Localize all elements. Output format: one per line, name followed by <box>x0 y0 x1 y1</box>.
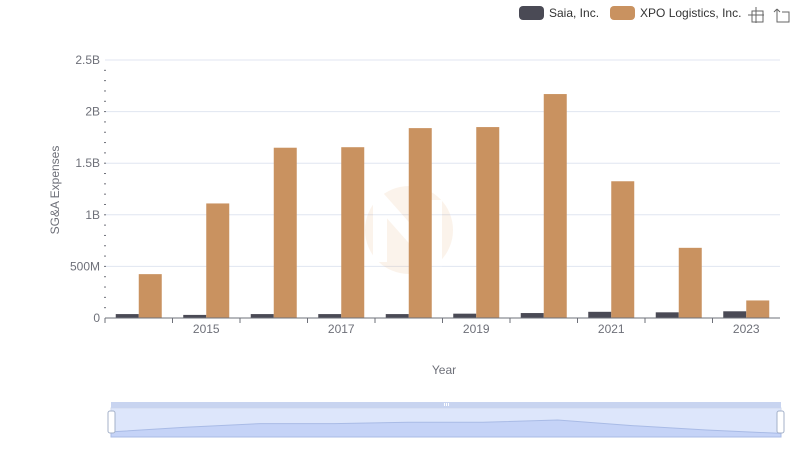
bar-saia-2015[interactable] <box>183 314 207 318</box>
legend-label-xpo: XPO Logistics, Inc. <box>640 6 742 20</box>
bar-saia-2018[interactable] <box>385 314 409 318</box>
x-tick-label: 2023 <box>733 322 760 336</box>
zoom-icon[interactable] <box>747 6 765 24</box>
legend-label-saia: Saia, Inc. <box>549 6 600 20</box>
zoom-reset-icon[interactable] <box>773 6 791 24</box>
x-axis: 2015 2017 2019 2021 2023 <box>104 318 760 336</box>
bar-xpo-2020[interactable] <box>543 94 567 318</box>
zoom-handle-right[interactable] <box>776 410 785 434</box>
y-axis: 0 500M 1B 1.5B 2B 2.5B <box>70 53 100 325</box>
bar-xpo-2022[interactable] <box>678 247 702 318</box>
y-axis-label: SG&A Expenses <box>48 146 62 235</box>
bar-saia-2022[interactable] <box>655 312 679 318</box>
bar-saia-2019[interactable] <box>453 313 477 318</box>
y-tick-label: 1B <box>85 208 100 222</box>
y-tick-label: 0 <box>93 311 100 325</box>
bar-xpo-2015[interactable] <box>206 203 230 318</box>
bar-saia-2017[interactable] <box>318 314 342 318</box>
bar-saia-2021[interactable] <box>588 311 612 318</box>
bar-xpo-2019[interactable] <box>476 127 500 318</box>
x-tick-label: 2021 <box>598 322 625 336</box>
bar-saia-2023[interactable] <box>723 311 747 318</box>
bar-xpo-2016[interactable] <box>273 147 297 318</box>
bars <box>115 94 770 318</box>
bar-xpo-2017[interactable] <box>341 147 365 318</box>
bar-saia-2020[interactable] <box>520 313 544 318</box>
legend-swatch-saia <box>519 6 544 20</box>
toolbox <box>747 6 799 24</box>
y-tick-label: 500M <box>70 259 100 273</box>
legend-item-xpo[interactable]: XPO Logistics, Inc. <box>610 6 741 20</box>
y-minor-ticks <box>104 69 106 309</box>
legend: Saia, Inc. XPO Logistics, Inc. <box>519 4 752 22</box>
x-tick-label: 2017 <box>328 322 355 336</box>
bar-xpo-2023[interactable] <box>746 300 770 318</box>
bar-xpo-2014[interactable] <box>138 274 162 318</box>
x-tick-label: 2015 <box>193 322 220 336</box>
bar-xpo-2018[interactable] <box>408 128 432 318</box>
bar-xpo-2021[interactable] <box>611 181 635 318</box>
data-zoom-slider[interactable] <box>107 402 785 438</box>
bar-saia-2016[interactable] <box>250 314 274 318</box>
zoom-handle-left[interactable] <box>107 410 116 434</box>
legend-swatch-xpo <box>610 6 636 20</box>
y-tick-label: 2.5B <box>75 53 100 67</box>
zoom-grip-icon <box>444 403 449 406</box>
x-axis-label: Year <box>432 363 456 377</box>
legend-item-saia[interactable]: Saia, Inc. <box>519 6 599 20</box>
y-tick-label: 2B <box>85 105 100 119</box>
x-tick-label: 2019 <box>463 322 490 336</box>
y-tick-label: 1.5B <box>75 156 100 170</box>
bar-saia-2014[interactable] <box>115 314 139 318</box>
